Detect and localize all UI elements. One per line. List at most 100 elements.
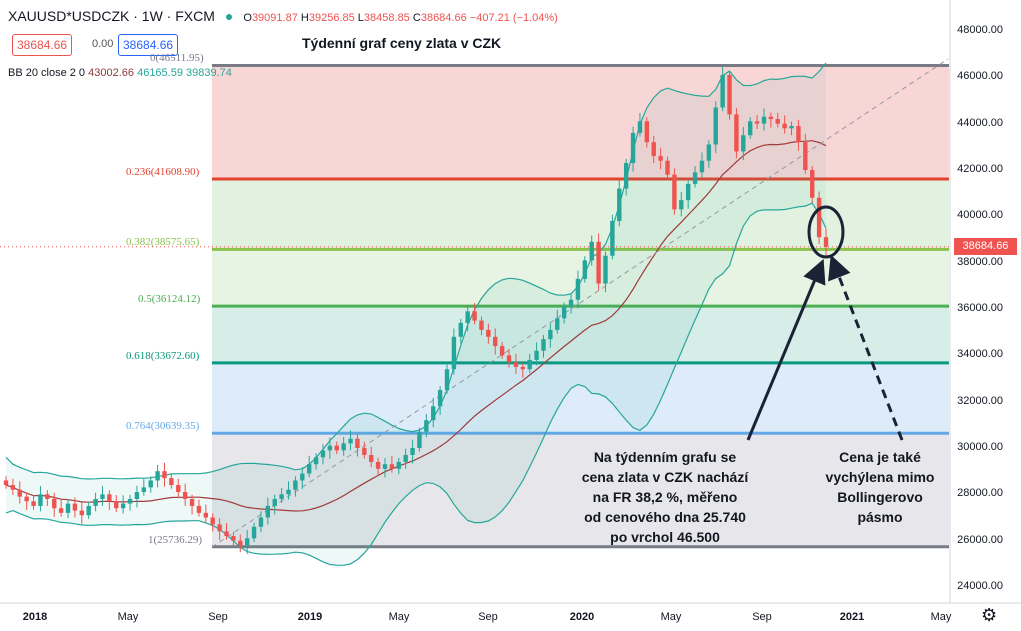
y-tick-label: 32000.00 <box>957 394 1003 407</box>
x-tick-label: 2021 <box>839 611 865 623</box>
annotation-line: pásmo <box>857 509 903 525</box>
candle-body <box>265 505 271 518</box>
candle-body <box>417 431 422 448</box>
candle-body <box>127 498 133 504</box>
candle-body <box>31 501 36 506</box>
candle-body <box>555 318 560 330</box>
candle-body <box>589 241 594 261</box>
candle-body <box>789 125 794 129</box>
candle-body <box>348 438 353 444</box>
bb-indicator-legend[interactable]: BB 20 close 2 0 43002.66 46165.59 39839.… <box>8 67 232 79</box>
y-tick-label: 34000.00 <box>957 348 1003 361</box>
candle-body <box>506 355 512 363</box>
candle-body <box>306 464 312 474</box>
bb-middle-value: 43002.66 <box>88 67 135 79</box>
candle-body <box>134 492 140 499</box>
candle-body <box>431 406 436 421</box>
annotation-line: Na týdenním grafu se <box>593 449 737 465</box>
arrow-dashed <box>828 254 904 441</box>
candle-body <box>375 461 381 469</box>
y-tick-label: 24000.00 <box>957 580 1003 592</box>
y-tick-label: 40000.00 <box>957 209 1003 222</box>
candle-body <box>520 366 526 370</box>
candle-body <box>196 505 202 513</box>
candle-body <box>224 531 229 537</box>
candle-body <box>362 448 367 455</box>
y-tick-label: 38000.00 <box>957 255 1003 268</box>
candle-body <box>810 170 815 198</box>
candle-body <box>72 503 78 511</box>
candle-body <box>699 160 705 173</box>
x-tick-label: Sep <box>208 611 228 623</box>
candle-body <box>320 450 326 458</box>
candle-body <box>679 200 684 210</box>
fib-zone-4 <box>212 362 949 434</box>
y-tick-label: 42000.00 <box>957 163 1003 175</box>
symbol-label[interactable]: XAUUSD*USDCZK · 1W · FXCM <box>8 8 215 24</box>
buy-price-box[interactable]: 38684.66 <box>118 34 179 56</box>
candle-body <box>754 121 760 124</box>
candle-body <box>403 454 408 462</box>
candle-body <box>534 350 539 360</box>
candle-body <box>775 119 780 124</box>
candle-body <box>341 443 346 451</box>
candle-body <box>692 172 698 184</box>
candle-body <box>162 471 167 479</box>
bb-basis-line <box>5 140 827 512</box>
x-tick-label: May <box>660 611 682 623</box>
bb-lower-line <box>5 202 827 566</box>
candle-body <box>169 478 174 486</box>
bb-upper-value: 46165.59 <box>137 67 183 79</box>
candle-body <box>782 123 787 129</box>
annotation-bb-note: Cena je také vychýlena mimo Bollingerovo… <box>810 447 950 527</box>
trend-line <box>211 58 949 548</box>
candle-body <box>258 517 264 527</box>
candle-body <box>100 494 105 499</box>
annotation-line: po vrchol 46.500 <box>610 529 720 545</box>
annotation-line: Cena je také <box>839 449 921 465</box>
candle-body <box>382 464 388 469</box>
fib-label-0618: 0.618(33672.60) <box>126 350 200 362</box>
candle-body <box>610 220 615 256</box>
candle-body <box>182 492 188 499</box>
y-tick-label: 26000.00 <box>957 533 1003 546</box>
candle-body <box>596 241 601 284</box>
y-tick-label: 28000.00 <box>957 487 1003 500</box>
candle-body <box>93 498 98 506</box>
candle-body <box>58 508 64 513</box>
candle-body <box>623 163 629 189</box>
x-tick-label: 2020 <box>569 611 595 623</box>
candle-body <box>451 336 457 370</box>
spread-value: 0.00 <box>88 34 118 54</box>
high-value: 39256.85 <box>308 12 355 24</box>
candle-body <box>603 255 608 284</box>
fib-label-0236: 0.236(41608.90) <box>126 166 200 178</box>
annotation-line: od cenového dna 25.740 <box>584 509 746 525</box>
fib-zone-2 <box>212 249 949 307</box>
candle-body <box>327 445 333 451</box>
x-tick-label: May <box>930 611 952 623</box>
chart-title: Týdenní graf ceny zlata v CZK <box>302 35 502 51</box>
fib-label-1: 1(25736.29) <box>148 534 203 546</box>
candle-body <box>796 125 801 143</box>
fib-label-0: 0(46511.95) <box>150 52 204 64</box>
candle-body <box>114 501 119 509</box>
candle-body <box>141 487 147 493</box>
candle-body <box>86 505 91 516</box>
gear-icon[interactable]: ⚙ <box>981 605 998 625</box>
change-value: −407.21 (−1.04%) <box>469 12 558 24</box>
candle-body <box>272 498 277 506</box>
sell-price-box[interactable]: 38684.66 <box>12 34 73 56</box>
annotation-line: Bollingerovo <box>837 489 923 505</box>
y-tick-label: 46000.00 <box>957 70 1003 83</box>
fib-zone-3 <box>212 306 949 363</box>
candle-body <box>761 116 767 124</box>
fib-label-05: 0.5(36124.12) <box>138 293 201 305</box>
candle-body <box>665 160 670 175</box>
candle-body <box>38 494 43 506</box>
candle-body <box>458 322 463 337</box>
candle-body <box>630 132 636 164</box>
low-value: 38458.85 <box>363 12 410 24</box>
candle-body <box>527 359 532 370</box>
